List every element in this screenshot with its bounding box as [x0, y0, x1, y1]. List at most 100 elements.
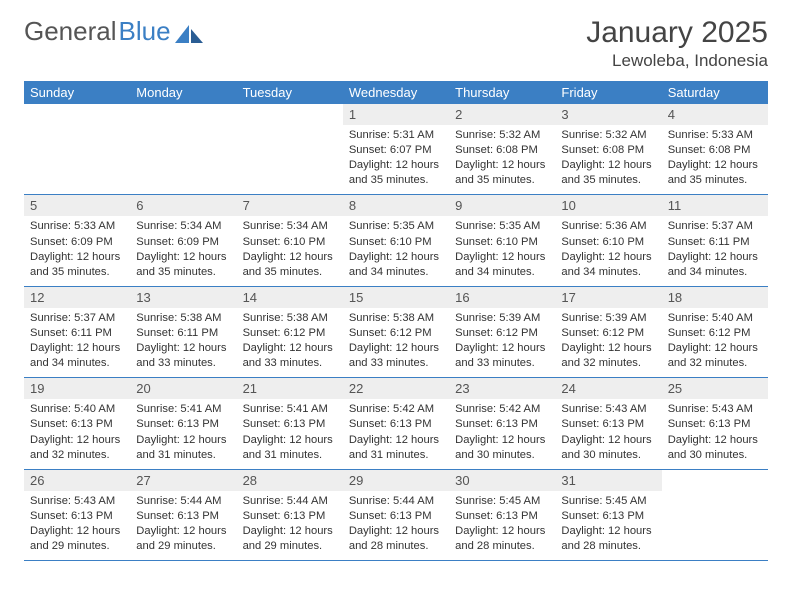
sunrise-text: Sunrise: 5:38 AM: [136, 311, 230, 326]
sunrise-text: Sunrise: 5:45 AM: [561, 494, 655, 509]
daylight-text: Daylight: 12 hours and 29 minutes.: [136, 524, 230, 554]
calendar-page: GeneralBlue January 2025 Lewoleba, Indon…: [0, 0, 792, 577]
day-details: Sunrise: 5:41 AMSunset: 6:13 PMDaylight:…: [130, 399, 236, 468]
day-number: 2: [449, 104, 555, 125]
day-details: Sunrise: 5:35 AMSunset: 6:10 PMDaylight:…: [343, 216, 449, 285]
daylight-text: Daylight: 12 hours and 35 minutes.: [668, 158, 762, 188]
daylight-text: Daylight: 12 hours and 32 minutes.: [561, 341, 655, 371]
day-details: Sunrise: 5:38 AMSunset: 6:12 PMDaylight:…: [343, 308, 449, 377]
calendar-day-cell: 3Sunrise: 5:32 AMSunset: 6:08 PMDaylight…: [555, 104, 661, 195]
day-number: 22: [343, 378, 449, 399]
day-details: Sunrise: 5:37 AMSunset: 6:11 PMDaylight:…: [24, 308, 130, 377]
day-number: 11: [662, 195, 768, 216]
day-number: 18: [662, 287, 768, 308]
daylight-text: Daylight: 12 hours and 29 minutes.: [30, 524, 124, 554]
calendar-day-cell: 22Sunrise: 5:42 AMSunset: 6:13 PMDayligh…: [343, 378, 449, 469]
sunrise-text: Sunrise: 5:32 AM: [561, 128, 655, 143]
day-number: 25: [662, 378, 768, 399]
day-number: [662, 470, 768, 476]
calendar-day-cell: 10Sunrise: 5:36 AMSunset: 6:10 PMDayligh…: [555, 195, 661, 286]
sunrise-text: Sunrise: 5:43 AM: [30, 494, 124, 509]
sunset-text: Sunset: 6:13 PM: [243, 509, 337, 524]
daylight-text: Daylight: 12 hours and 33 minutes.: [455, 341, 549, 371]
day-number: 7: [237, 195, 343, 216]
sunset-text: Sunset: 6:08 PM: [668, 143, 762, 158]
sunset-text: Sunset: 6:12 PM: [455, 326, 549, 341]
calendar-day-cell: 13Sunrise: 5:38 AMSunset: 6:11 PMDayligh…: [130, 286, 236, 377]
weekday-header: Saturday: [662, 81, 768, 104]
day-details: Sunrise: 5:42 AMSunset: 6:13 PMDaylight:…: [449, 399, 555, 468]
sunrise-text: Sunrise: 5:39 AM: [455, 311, 549, 326]
day-number: 5: [24, 195, 130, 216]
sunset-text: Sunset: 6:13 PM: [349, 417, 443, 432]
daylight-text: Daylight: 12 hours and 32 minutes.: [668, 341, 762, 371]
daylight-text: Daylight: 12 hours and 34 minutes.: [349, 250, 443, 280]
sunrise-text: Sunrise: 5:40 AM: [30, 402, 124, 417]
calendar-week-row: 5Sunrise: 5:33 AMSunset: 6:09 PMDaylight…: [24, 195, 768, 286]
calendar-day-cell: 26Sunrise: 5:43 AMSunset: 6:13 PMDayligh…: [24, 469, 130, 560]
sunrise-text: Sunrise: 5:44 AM: [243, 494, 337, 509]
title-block: January 2025 Lewoleba, Indonesia: [586, 16, 768, 71]
daylight-text: Daylight: 12 hours and 32 minutes.: [30, 433, 124, 463]
sunrise-text: Sunrise: 5:42 AM: [455, 402, 549, 417]
sunrise-text: Sunrise: 5:37 AM: [668, 219, 762, 234]
calendar-day-cell: 7Sunrise: 5:34 AMSunset: 6:10 PMDaylight…: [237, 195, 343, 286]
calendar-week-row: 1Sunrise: 5:31 AMSunset: 6:07 PMDaylight…: [24, 104, 768, 195]
day-number: 6: [130, 195, 236, 216]
weekday-header: Tuesday: [237, 81, 343, 104]
day-details: Sunrise: 5:39 AMSunset: 6:12 PMDaylight:…: [555, 308, 661, 377]
daylight-text: Daylight: 12 hours and 35 minutes.: [30, 250, 124, 280]
calendar-day-cell: 15Sunrise: 5:38 AMSunset: 6:12 PMDayligh…: [343, 286, 449, 377]
day-details: Sunrise: 5:38 AMSunset: 6:11 PMDaylight:…: [130, 308, 236, 377]
calendar-day-cell: 9Sunrise: 5:35 AMSunset: 6:10 PMDaylight…: [449, 195, 555, 286]
sunset-text: Sunset: 6:10 PM: [561, 235, 655, 250]
day-number: [237, 104, 343, 110]
day-details: Sunrise: 5:44 AMSunset: 6:13 PMDaylight:…: [343, 491, 449, 560]
day-details: Sunrise: 5:31 AMSunset: 6:07 PMDaylight:…: [343, 125, 449, 194]
sunset-text: Sunset: 6:10 PM: [243, 235, 337, 250]
calendar-day-cell: 4Sunrise: 5:33 AMSunset: 6:08 PMDaylight…: [662, 104, 768, 195]
day-details: Sunrise: 5:44 AMSunset: 6:13 PMDaylight:…: [237, 491, 343, 560]
calendar-day-cell: 23Sunrise: 5:42 AMSunset: 6:13 PMDayligh…: [449, 378, 555, 469]
sunrise-text: Sunrise: 5:34 AM: [136, 219, 230, 234]
day-number: 3: [555, 104, 661, 125]
sunset-text: Sunset: 6:13 PM: [136, 417, 230, 432]
day-number: 30: [449, 470, 555, 491]
sunset-text: Sunset: 6:13 PM: [455, 417, 549, 432]
day-number: 8: [343, 195, 449, 216]
location-label: Lewoleba, Indonesia: [586, 51, 768, 71]
day-number: 26: [24, 470, 130, 491]
calendar-day-cell: 6Sunrise: 5:34 AMSunset: 6:09 PMDaylight…: [130, 195, 236, 286]
day-number: [24, 104, 130, 110]
day-details: Sunrise: 5:33 AMSunset: 6:08 PMDaylight:…: [662, 125, 768, 194]
daylight-text: Daylight: 12 hours and 28 minutes.: [349, 524, 443, 554]
sunrise-text: Sunrise: 5:40 AM: [668, 311, 762, 326]
daylight-text: Daylight: 12 hours and 28 minutes.: [561, 524, 655, 554]
sunrise-text: Sunrise: 5:45 AM: [455, 494, 549, 509]
day-details: Sunrise: 5:35 AMSunset: 6:10 PMDaylight:…: [449, 216, 555, 285]
day-details: Sunrise: 5:43 AMSunset: 6:13 PMDaylight:…: [555, 399, 661, 468]
sunset-text: Sunset: 6:11 PM: [136, 326, 230, 341]
sunset-text: Sunset: 6:09 PM: [136, 235, 230, 250]
calendar-day-cell: 11Sunrise: 5:37 AMSunset: 6:11 PMDayligh…: [662, 195, 768, 286]
daylight-text: Daylight: 12 hours and 31 minutes.: [243, 433, 337, 463]
calendar-day-cell: [24, 104, 130, 195]
sunrise-text: Sunrise: 5:37 AM: [30, 311, 124, 326]
weekday-header-row: Sunday Monday Tuesday Wednesday Thursday…: [24, 81, 768, 104]
sunrise-text: Sunrise: 5:35 AM: [349, 219, 443, 234]
calendar-day-cell: 27Sunrise: 5:44 AMSunset: 6:13 PMDayligh…: [130, 469, 236, 560]
logo: GeneralBlue: [24, 16, 205, 47]
daylight-text: Daylight: 12 hours and 30 minutes.: [668, 433, 762, 463]
day-details: Sunrise: 5:40 AMSunset: 6:13 PMDaylight:…: [24, 399, 130, 468]
sunrise-text: Sunrise: 5:43 AM: [668, 402, 762, 417]
daylight-text: Daylight: 12 hours and 33 minutes.: [136, 341, 230, 371]
day-number: 21: [237, 378, 343, 399]
calendar-day-cell: 14Sunrise: 5:38 AMSunset: 6:12 PMDayligh…: [237, 286, 343, 377]
sunset-text: Sunset: 6:07 PM: [349, 143, 443, 158]
sunrise-text: Sunrise: 5:39 AM: [561, 311, 655, 326]
calendar-day-cell: 24Sunrise: 5:43 AMSunset: 6:13 PMDayligh…: [555, 378, 661, 469]
sunset-text: Sunset: 6:10 PM: [455, 235, 549, 250]
calendar-table: Sunday Monday Tuesday Wednesday Thursday…: [24, 81, 768, 561]
sunrise-text: Sunrise: 5:35 AM: [455, 219, 549, 234]
day-number: 13: [130, 287, 236, 308]
